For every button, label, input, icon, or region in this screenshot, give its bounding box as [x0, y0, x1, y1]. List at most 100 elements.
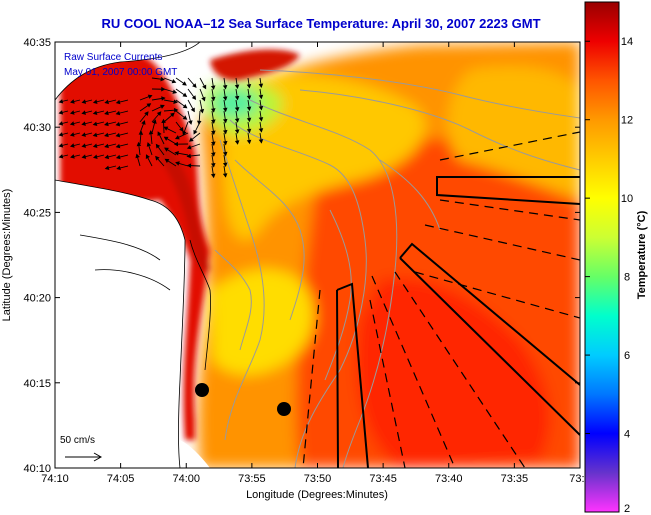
scale-label: 50 cm/s — [60, 435, 95, 446]
current-vector-head — [58, 99, 64, 104]
colorbar-tick-label: 10 — [621, 193, 633, 205]
current-vector-head — [69, 132, 75, 137]
current-vector-head — [104, 99, 109, 105]
current-vector-head — [210, 163, 216, 168]
current-vector-head — [161, 96, 166, 101]
x-tick-label: 74:00 — [172, 473, 200, 485]
current-vectors — [58, 76, 264, 179]
current-vector-head — [175, 161, 180, 166]
current-vector-head — [174, 135, 180, 140]
current-vector-head — [234, 84, 240, 90]
land-nj — [55, 180, 185, 468]
current-vector-head — [222, 107, 228, 113]
dash-1 — [439, 131, 580, 161]
current-vector-head — [164, 158, 170, 163]
current-vector-head — [186, 163, 192, 168]
current-vector-head — [258, 83, 264, 89]
plot-area — [55, 42, 580, 468]
current-vector-head — [222, 162, 228, 168]
contour-9 — [324, 209, 352, 381]
dash-4 — [414, 271, 580, 319]
contour-7 — [214, 249, 252, 351]
colorbar: 14 12 10 8 6 4 2 Temperature (°C) — [584, 1, 648, 515]
current-vector-head — [81, 121, 86, 126]
station-dot-2 — [277, 402, 291, 416]
current-vector-head — [186, 153, 191, 159]
current-vector-head — [58, 143, 64, 148]
x-axis: 74:10 74:05 74:00 73:55 73:50 73:45 73:40 73:35… — [41, 42, 591, 485]
chart-title: RU COOL NOAA–12 Sea Surface Temperature:… — [101, 16, 540, 31]
coastal-band-bay-shore — [160, 140, 210, 271]
y-axis: 40:35 40:30 40:25 40:20 40:15 40:10 — [23, 37, 580, 475]
contour-3 — [219, 139, 265, 441]
transect-box-diagonal — [399, 242, 580, 436]
coastline-north — [55, 42, 201, 101]
current-vector-head — [81, 110, 86, 115]
current-vector-head — [92, 154, 98, 159]
current-vector-head — [246, 128, 252, 134]
y-axis-label: Latitude (Degrees:Minutes) — [1, 189, 13, 322]
current-vector-head — [157, 131, 162, 137]
current-vector-head — [222, 173, 228, 178]
current-vector-head — [222, 118, 228, 124]
colorbar-tick-label: 12 — [621, 115, 633, 127]
current-vector-head — [115, 143, 121, 149]
current-vector-head — [182, 115, 188, 120]
current-vector-head — [186, 145, 192, 150]
current-vector-head — [145, 154, 150, 159]
current-vector-head — [173, 107, 179, 113]
current-vector-head — [115, 154, 121, 160]
current-vector-head — [115, 132, 121, 138]
contour-8 — [379, 159, 441, 231]
current-vector-head — [81, 99, 87, 104]
x-tick-label: 73:55 — [238, 473, 266, 485]
transect-box-east — [436, 176, 580, 205]
current-vector-head — [258, 94, 264, 100]
current-vector-head — [58, 154, 64, 159]
current-vector-head — [135, 153, 140, 159]
current-vector-head — [104, 165, 110, 171]
coastline-nj — [55, 179, 186, 468]
current-vector-head — [222, 140, 228, 146]
current-vector-head — [115, 121, 121, 127]
current-vector-head — [141, 120, 146, 125]
contour-2 — [249, 99, 398, 468]
current-vector-head — [202, 84, 207, 90]
current-vector-head — [104, 132, 109, 138]
current-vector-head — [246, 106, 252, 112]
sst-field — [197, 42, 580, 468]
current-vector-head — [159, 104, 165, 109]
current-vector-head — [234, 118, 240, 123]
land-sw-coast-cut — [180, 440, 210, 468]
current-vector-head — [188, 137, 194, 142]
current-vector-head — [258, 139, 264, 144]
current-vector-head — [210, 173, 216, 179]
colorbar-label: Temperature (°C) — [636, 210, 648, 299]
transect-solid — [336, 176, 580, 468]
current-vector-head — [58, 121, 64, 126]
current-vector-head — [163, 126, 169, 131]
colorbar-strip — [584, 1, 620, 513]
x-tick-label: 73:45 — [369, 473, 397, 485]
current-vector-head — [146, 103, 152, 108]
current-vector-head — [161, 86, 166, 92]
current-vector-head — [152, 119, 157, 124]
colorbar-tick-label: 4 — [624, 429, 630, 441]
annotation-line2: May 01, 2007 00:00 GMT — [64, 67, 177, 78]
current-vector-head — [136, 141, 142, 147]
current-vector-head — [171, 78, 177, 84]
coastline-hook — [189, 239, 211, 371]
current-vector-head — [182, 92, 188, 97]
current-vector-head — [234, 107, 240, 112]
colorbar-ticks: 14 12 10 8 6 4 2 — [585, 36, 633, 515]
current-vector-head — [147, 94, 153, 99]
current-vector-head — [173, 141, 179, 147]
y-tick-label: 40:35 — [23, 37, 51, 49]
current-vector-head — [92, 110, 98, 116]
x-tick-label: 73:35 — [501, 473, 529, 485]
current-vector-head — [222, 129, 228, 135]
current-vector-head — [92, 99, 98, 104]
current-vector-head — [104, 143, 109, 149]
annotation-line1: Raw Surface Currents — [64, 52, 162, 63]
